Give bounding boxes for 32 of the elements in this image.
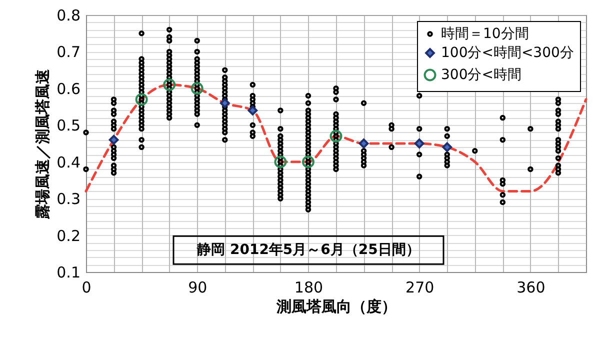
legend-label: 時間＝10分間 [441,26,529,42]
point [330,130,342,142]
point [414,138,424,148]
legend-label: 100分<時間<300分 [441,45,574,61]
y-tick-label: 0.7 [56,43,80,62]
point [302,156,314,168]
point [108,134,119,145]
point [358,138,369,148]
point [274,156,287,168]
y-tick-label: 0.1 [56,264,80,282]
y-tick-label: 0.8 [56,6,80,24]
y-tick-label: 0.2 [56,226,80,245]
point [135,93,148,106]
y-tick-label: 0.4 [56,153,80,172]
point [220,98,230,108]
y-axis-title: 露場風速／測風塔風速 [34,68,52,220]
legend-label: 300分<時間 [441,67,522,83]
x-tick-label: 270 [406,278,434,296]
x-axis-title: 測風塔風向（度） [276,298,396,316]
line-series [84,84,588,192]
x-tick-label: 0 [82,278,92,296]
point [190,82,204,95]
y-tick-label: 0.6 [56,80,80,98]
y-tick-label: 0.3 [56,190,80,208]
y-tick-label: 0.5 [56,116,80,135]
point [248,106,258,116]
x-tick-label: 360 [516,278,546,296]
x-tick-label: 90 [188,278,208,296]
point [442,142,452,152]
annotation: 静岡 2012年5月～6月（25日間） [196,242,420,258]
x-tick-label: 180 [294,278,324,296]
point [163,78,176,91]
